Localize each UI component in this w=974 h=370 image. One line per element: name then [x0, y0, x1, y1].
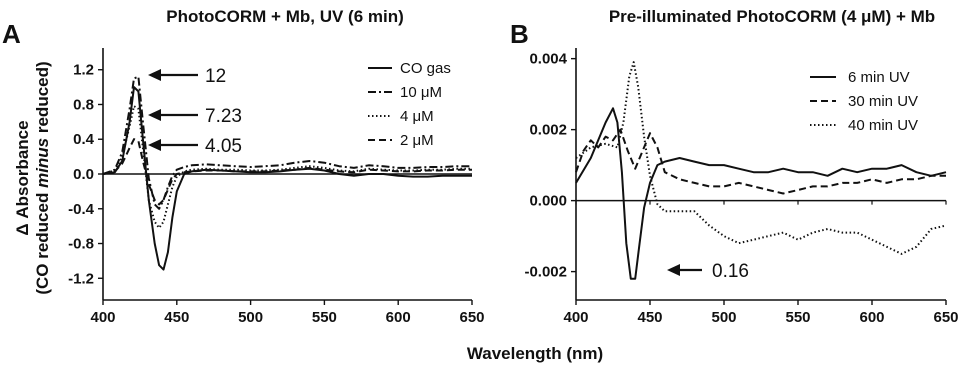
- panel-a-series-line: [102, 138, 472, 206]
- panel-a-x-tick-label: 600: [386, 309, 411, 326]
- panel-a-title: PhotoCORM + Mb, UV (6 min): [166, 7, 404, 26]
- panel-b-series: [575, 61, 947, 280]
- ylabel-line2-post: reduced): [33, 61, 52, 138]
- panel-a-annotation-arrow-head: [148, 139, 161, 151]
- panel-a-y-tick-label: 0.4: [73, 131, 95, 148]
- panel-b-y-tick-label: 0.000: [529, 193, 567, 210]
- panel-a-series-line: [102, 75, 472, 210]
- panel-a-y-tick-label: -1.2: [68, 270, 94, 287]
- panel-a-x-tick-label: 450: [164, 309, 189, 326]
- panel-b-annotation-arrow-head: [667, 264, 680, 276]
- panel-a-axes: 400 450 500 550 600 650 1.2 0.8 0.4 0.0 -0.4 -0.8 -1…: [68, 48, 485, 326]
- panel-b: B Pre-illuminated PhotoCORM (4 μM) + Mb …: [510, 7, 959, 326]
- panel-a-x-tick-label: 500: [238, 309, 263, 326]
- ylabel-line2-em: minus: [33, 138, 52, 188]
- panel-b-x-tick-label: 650: [933, 309, 958, 326]
- panel-a-legend-label: CO gas: [400, 60, 451, 77]
- panel-a-annotation-arrow-head: [148, 69, 161, 81]
- panel-b-letter: B: [510, 19, 529, 49]
- panel-b-x-tick-label: 600: [859, 309, 884, 326]
- panel-a-annotations: 12 7.23 4.05: [148, 66, 242, 157]
- panel-a-y-axis-title: Δ Absorbance (CO reduced minus reduced): [13, 61, 52, 294]
- panel-b-annotation-label: 0.16: [712, 261, 749, 282]
- panel-b-x-tick-label: 550: [785, 309, 810, 326]
- panel-a-y-tick-label: 1.2: [73, 62, 94, 79]
- panel-a-annotation-arrow-head: [148, 109, 161, 121]
- panel-b-legend-label: 30 min UV: [848, 93, 918, 110]
- panel-a-x-tick-label: 650: [459, 309, 484, 326]
- panel-b-title: Pre-illuminated PhotoCORM (4 μM) + Mb: [609, 7, 935, 26]
- panel-b-legend-label: 6 min UV: [848, 69, 910, 86]
- panel-a-series: [102, 75, 472, 271]
- ylabel-line2-pre: (CO reduced: [33, 188, 52, 295]
- panel-b-series-line: [575, 61, 947, 255]
- panel-a-annotation-label: 7.23: [205, 106, 242, 127]
- panel-a-letter: A: [2, 19, 21, 49]
- x-axis-title: Wavelength (nm): [467, 344, 603, 363]
- panel-a-legend-label: 10 μM: [400, 84, 442, 101]
- panel-b-x-tick-label: 400: [563, 309, 588, 326]
- panel-a-y-tick-label: 0.0: [73, 166, 94, 183]
- panel-b-y-tick-label: 0.004: [529, 51, 567, 68]
- panel-a-legend-label: 2 μM: [400, 132, 434, 149]
- panel-a-x-tick-label: 400: [90, 309, 115, 326]
- panel-a-y-tick-label: 0.8: [73, 96, 94, 113]
- panel-a-legend: CO gas 10 μM 4 μM 2 μM: [368, 60, 451, 149]
- panel-a: A PhotoCORM + Mb, UV (6 min) Δ Absorbanc…: [2, 7, 485, 326]
- panel-b-y-tick-label: 0.002: [529, 122, 567, 139]
- panel-a-x-tick-label: 550: [312, 309, 337, 326]
- panel-a-ylabel-line2: (CO reduced minus reduced): [33, 61, 52, 294]
- panel-a-ylabel-line1: Δ Absorbance: [13, 120, 32, 235]
- panel-b-legend: 6 min UV 30 min UV 40 min UV: [810, 69, 918, 134]
- panel-b-annotations: 0.16: [667, 261, 749, 282]
- panel-b-legend-label: 40 min UV: [848, 117, 918, 134]
- panel-b-axes: 400 450 500 550 600 650 0.004 0.002 0.000 -0.002: [524, 48, 959, 326]
- panel-a-legend-label: 4 μM: [400, 108, 434, 125]
- panel-b-x-tick-label: 450: [637, 309, 662, 326]
- panel-a-y-tick-label: -0.4: [68, 201, 95, 218]
- panel-a-annotation-label: 4.05: [205, 136, 242, 157]
- panel-a-annotation-label: 12: [205, 66, 226, 87]
- panel-b-x-tick-label: 500: [711, 309, 736, 326]
- panel-b-series-line: [575, 107, 947, 280]
- panel-a-y-tick-label: -0.8: [68, 236, 94, 253]
- panel-b-series-line: [575, 128, 946, 195]
- panel-b-y-tick-label: -0.002: [524, 264, 567, 281]
